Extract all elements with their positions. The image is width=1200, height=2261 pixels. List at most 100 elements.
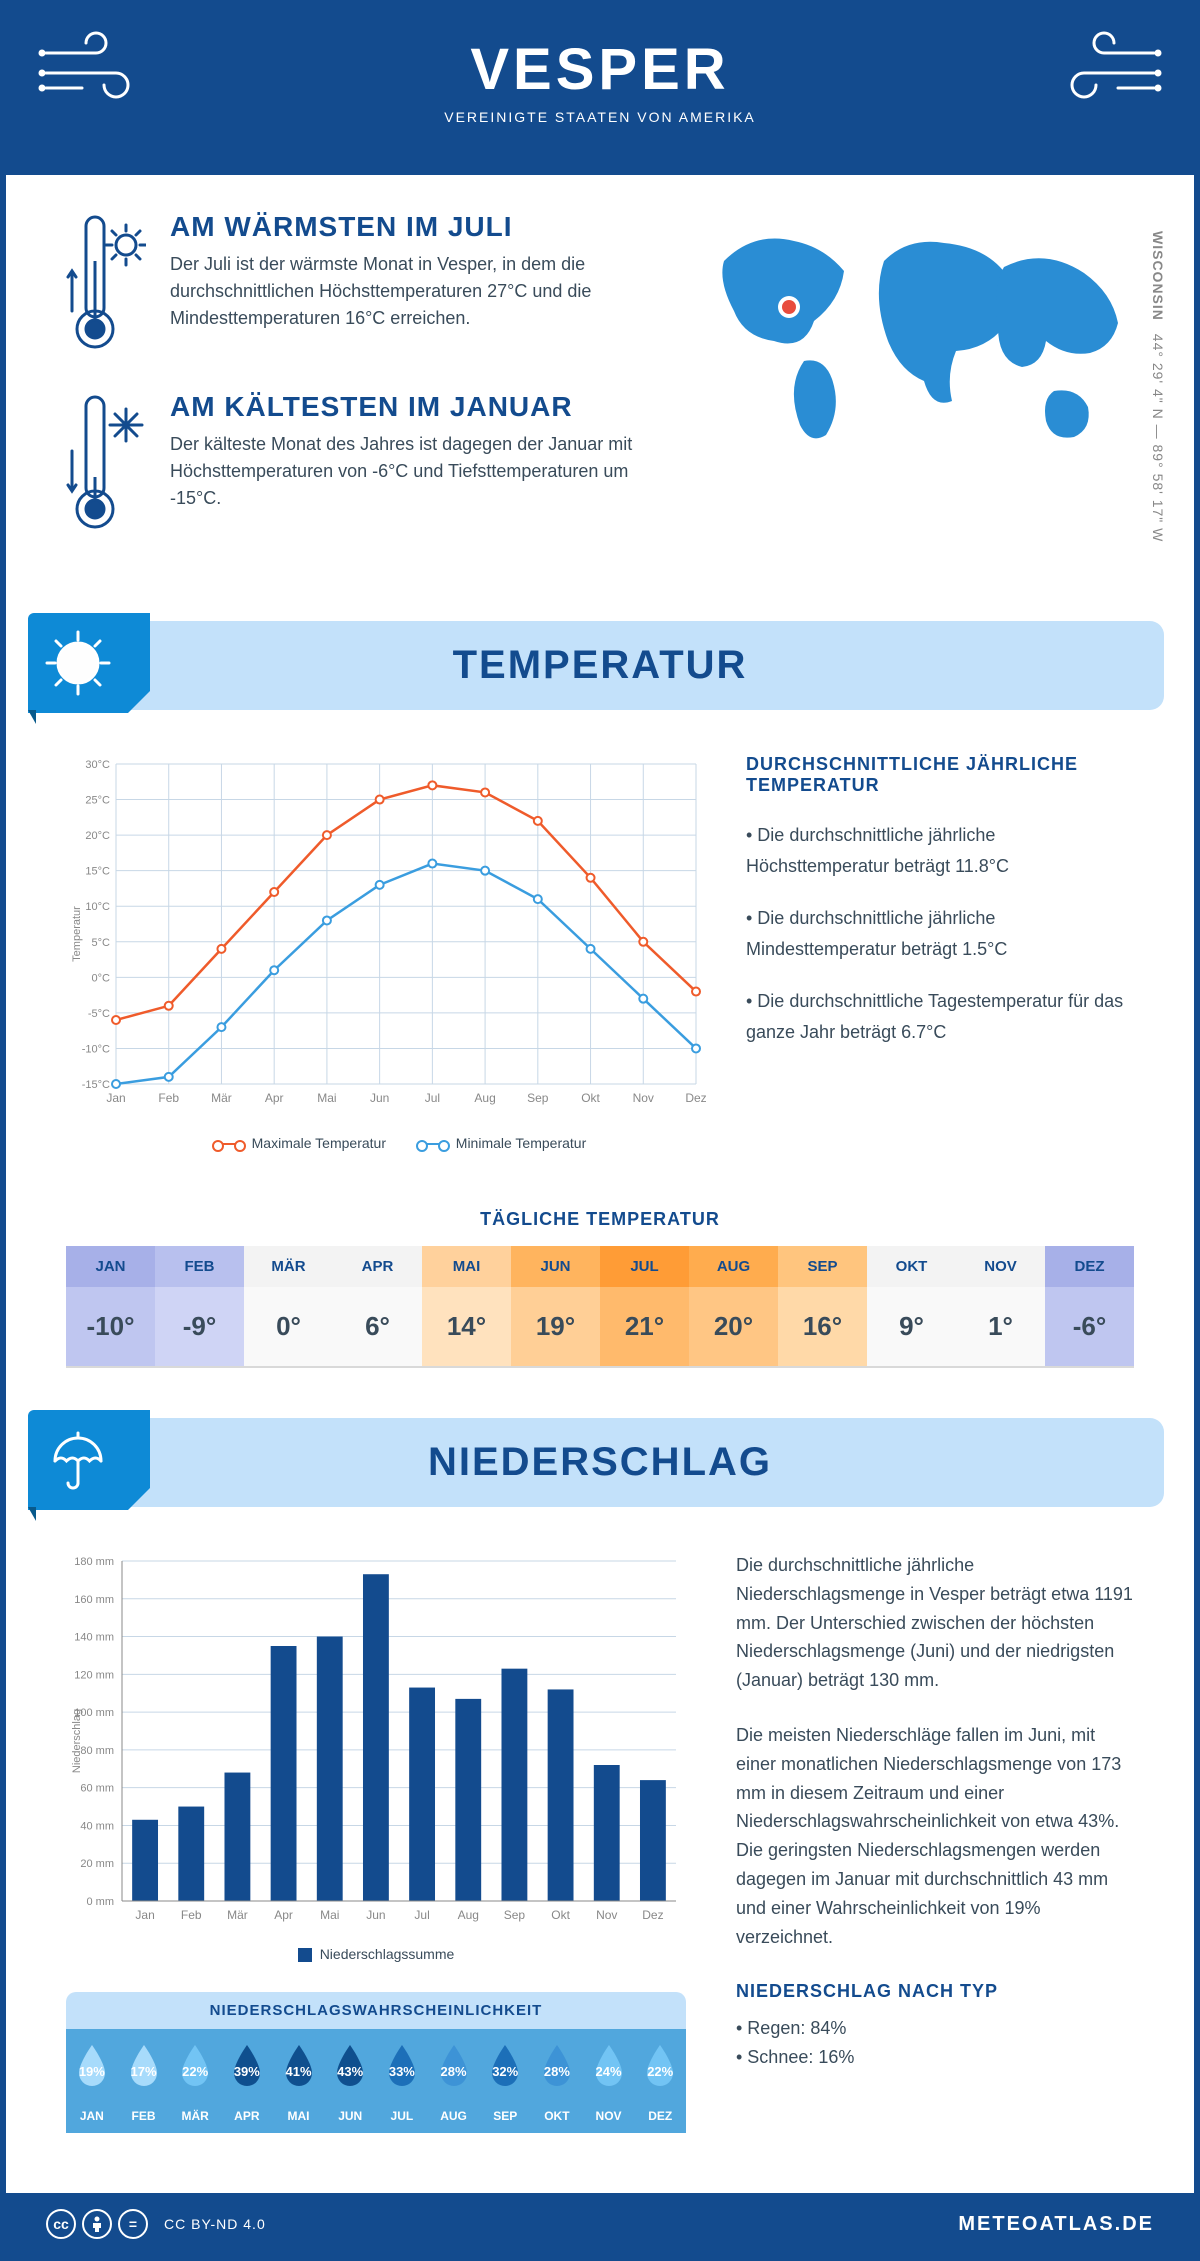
legend-swatch-max: [216, 1143, 242, 1145]
temperature-line-chart: -15°C-10°C-5°C0°C5°C10°C15°C20°C25°C30°C…: [66, 754, 706, 1114]
wind-icon: [36, 28, 146, 108]
daily-month-label: OKT: [867, 1246, 956, 1287]
precip-right: Die durchschnittliche jährliche Niedersc…: [736, 1551, 1134, 2133]
svg-text:180 mm: 180 mm: [74, 1556, 114, 1568]
svg-text:Jan: Jan: [135, 1908, 154, 1922]
intro-section: AM WÄRMSTEN IM JULI Der Juli ist der wär…: [6, 175, 1194, 621]
precip-prob-value: 39%: [221, 2064, 273, 2079]
by-icon: [82, 2209, 112, 2239]
svg-text:Okt: Okt: [581, 1091, 600, 1105]
svg-text:Nov: Nov: [633, 1091, 654, 1105]
svg-text:80 mm: 80 mm: [80, 1745, 114, 1757]
precip-probability-panel: NIEDERSCHLAGSWAHRSCHEINLICHKEIT 19%JAN17…: [66, 1992, 686, 2133]
svg-text:0°C: 0°C: [92, 972, 111, 984]
precip-prob-value: 22%: [169, 2064, 221, 2079]
precip-body: 0 mm20 mm40 mm60 mm80 mm100 mm120 mm140 …: [6, 1507, 1194, 2163]
precip-prob-month: MAI: [273, 2109, 325, 2123]
svg-text:120 mm: 120 mm: [74, 1669, 114, 1681]
precip-prob-title: NIEDERSCHLAGSWAHRSCHEINLICHKEIT: [66, 2002, 686, 2029]
precip-prob-month: AUG: [428, 2109, 480, 2123]
daily-temp-value: -6°: [1045, 1287, 1134, 1366]
page-title: VESPER: [36, 36, 1164, 103]
fold-decor: [28, 1507, 36, 1521]
precip-prob-cell: 22% MÄR: [169, 2029, 221, 2133]
page-subtitle: VEREINIGTE STAATEN VON AMERIKA: [36, 109, 1164, 125]
precip-prob-cell: 19%JAN: [66, 2029, 118, 2133]
precip-left: 0 mm20 mm40 mm60 mm80 mm100 mm120 mm140 …: [66, 1551, 686, 2133]
daily-temp-cell: MÄR0°: [244, 1246, 333, 1366]
temp-stats-heading: DURCHSCHNITTLICHE JÄHRLICHE TEMPERATUR: [746, 754, 1134, 796]
precip-prob-cell: 32%SEP: [479, 2029, 531, 2133]
legend-min-label: Minimale Temperatur: [456, 1135, 586, 1151]
sun-icon: [28, 613, 128, 713]
svg-text:Feb: Feb: [181, 1908, 202, 1922]
daily-temp-value: -10°: [66, 1287, 155, 1366]
precip-type-rain: • Regen: 84%: [736, 2014, 1134, 2043]
precip-prob-month: JAN: [66, 2109, 118, 2123]
svg-text:-5°C: -5°C: [88, 1008, 110, 1020]
svg-text:140 mm: 140 mm: [74, 1632, 114, 1644]
thermometer-hot-icon: [66, 211, 146, 351]
daily-temp-cell: APR6°: [333, 1246, 422, 1366]
precip-prob-cell: 24%NOV: [583, 2029, 635, 2133]
daily-temp-value: 21°: [600, 1287, 689, 1366]
svg-text:Sep: Sep: [504, 1908, 526, 1922]
svg-text:Aug: Aug: [458, 1908, 479, 1922]
temp-chart-column: -15°C-10°C-5°C0°C5°C10°C15°C20°C25°C30°C…: [66, 754, 706, 1151]
daily-temp-cell: MAI14°: [422, 1246, 511, 1366]
svg-text:Apr: Apr: [274, 1908, 293, 1922]
warmest-heading: AM WÄRMSTEN IM JULI: [170, 211, 654, 243]
svg-text:Feb: Feb: [158, 1091, 179, 1105]
svg-text:Jan: Jan: [106, 1091, 125, 1105]
precip-bar-chart: 0 mm20 mm40 mm60 mm80 mm100 mm120 mm140 …: [66, 1551, 686, 1931]
wind-icon: [1054, 28, 1164, 108]
daily-temp-table: JAN-10°FEB-9°MÄR0°APR6°MAI14°JUN19°JUL21…: [66, 1246, 1134, 1368]
precip-prob-value: 17%: [118, 2064, 170, 2079]
umbrella-icon: [28, 1410, 128, 1510]
daily-temp-cell: JUL21°: [600, 1246, 689, 1366]
daily-month-label: NOV: [956, 1246, 1045, 1287]
precip-legend: Niederschlagssumme: [66, 1946, 686, 1962]
svg-text:Mai: Mai: [320, 1908, 339, 1922]
svg-text:Jun: Jun: [370, 1091, 389, 1105]
daily-month-label: SEP: [778, 1246, 867, 1287]
svg-text:5°C: 5°C: [92, 937, 111, 949]
svg-text:25°C: 25°C: [85, 795, 110, 807]
daily-temp-cell: FEB-9°: [155, 1246, 244, 1366]
coldest-text: Der kälteste Monat des Jahres ist dagege…: [170, 431, 654, 512]
coldest-heading: AM KÄLTESTEN IM JANUAR: [170, 391, 654, 423]
svg-text:Mai: Mai: [317, 1091, 336, 1105]
daily-month-label: JUN: [511, 1246, 600, 1287]
svg-text:0 mm: 0 mm: [87, 1896, 115, 1908]
temp-stat-item: • Die durchschnittliche jährliche Mindes…: [746, 903, 1134, 964]
daily-temp-cell: SEP16°: [778, 1246, 867, 1366]
svg-text:Mär: Mär: [227, 1908, 248, 1922]
coord-text: 44° 29' 4" N — 89° 58' 17" W: [1150, 334, 1166, 543]
svg-text:30°C: 30°C: [85, 759, 110, 771]
page: VESPER VEREINIGTE STAATEN VON AMERIKA: [0, 0, 1200, 2261]
coldest-block: AM KÄLTESTEN IM JANUAR Der kälteste Mona…: [66, 391, 654, 531]
svg-text:Sep: Sep: [527, 1091, 549, 1105]
svg-text:20°C: 20°C: [85, 830, 110, 842]
precip-prob-month: MÄR: [169, 2109, 221, 2123]
svg-text:-15°C: -15°C: [82, 1079, 110, 1091]
world-map-icon: [694, 211, 1134, 461]
temp-stat-item: • Die durchschnittliche Tagestemperatur …: [746, 986, 1134, 1047]
footer: cc = CC BY-ND 4.0 METEOATLAS.DE: [6, 2193, 1194, 2255]
daily-month-label: APR: [333, 1246, 422, 1287]
svg-text:Apr: Apr: [265, 1091, 284, 1105]
daily-temp-value: 19°: [511, 1287, 600, 1366]
precip-prob-value: 41%: [273, 2064, 325, 2079]
daily-temp-cell: JAN-10°: [66, 1246, 155, 1366]
temp-legend: Maximale Temperatur Minimale Temperatur: [66, 1135, 706, 1151]
header: VESPER VEREINIGTE STAATEN VON AMERIKA: [6, 6, 1194, 175]
precip-section-header: NIEDERSCHLAG: [36, 1418, 1164, 1507]
precip-prob-value: 22%: [634, 2064, 686, 2079]
svg-text:Dez: Dez: [642, 1908, 663, 1922]
precip-prob-value: 24%: [583, 2064, 635, 2079]
svg-text:10°C: 10°C: [85, 901, 110, 913]
precip-type-heading: NIEDERSCHLAG NACH TYP: [736, 1977, 1134, 2006]
daily-temp-value: 1°: [956, 1287, 1045, 1366]
precip-text-1: Die durchschnittliche jährliche Niedersc…: [736, 1551, 1134, 1695]
precip-prob-value: 28%: [428, 2064, 480, 2079]
